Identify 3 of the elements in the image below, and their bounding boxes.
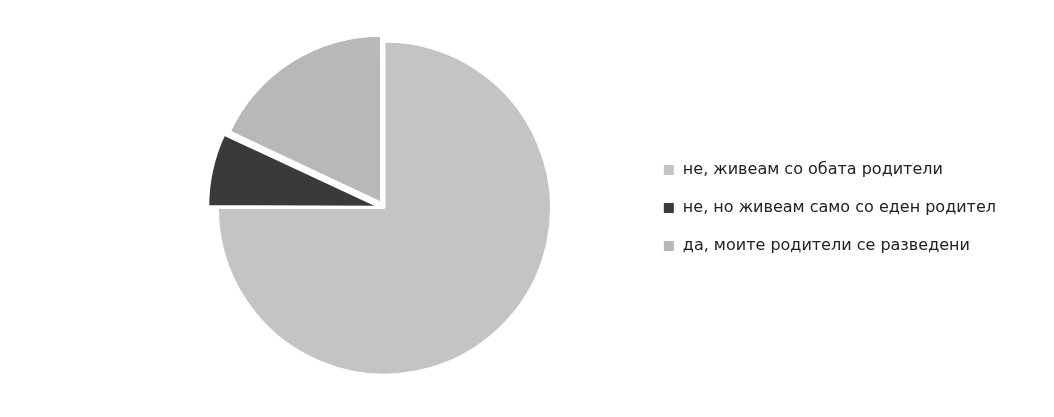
legend-label: да, моите родители се разведени [682, 235, 970, 255]
legend-label: не, но живеам само со еден родител [682, 197, 996, 217]
legend-label: не, живеам со обата родители [682, 159, 943, 179]
